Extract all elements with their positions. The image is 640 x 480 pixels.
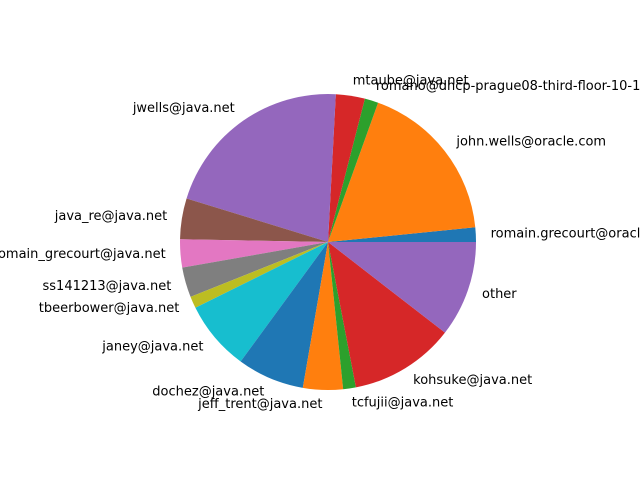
slice-label: janey@java.net [101,339,203,354]
slice-label: romano@dhcp-prague08-third-floor-10-163-… [376,79,640,94]
pie-slice [328,102,476,242]
slice-label: ss141213@java.net [43,279,172,294]
slice-label: john.wells@oracle.com [455,134,606,149]
pie-slice [328,227,476,242]
pie-slice [180,198,328,242]
pie-slice [240,242,328,388]
slice-label: mtaube@java.net [353,74,469,89]
slice-label: jwells@java.net [132,101,235,116]
pie-slice [180,239,328,268]
slice-label: romain_grecourt@java.net [0,247,166,262]
slice-label: java_re@java.net [54,209,168,224]
slice-label: other [482,287,517,302]
pie-slice [186,94,336,243]
slice-label: tbeerbower@java.net [39,301,180,316]
pie-slice [328,242,476,333]
pie-slice [328,94,365,243]
slice-label: romain.grecourt@oracle.com [491,226,640,241]
slice-label: jeff_trent@java.net [197,397,322,412]
pie-slice [190,242,328,308]
slice-label: dochez@java.net [152,384,264,399]
slice-label: tcfujii@java.net [352,396,454,411]
slice-label: kohsuke@java.net [413,373,532,388]
pie-slice [195,242,328,362]
pie-labels: romain.grecourt@oracle.com john.wells@ora… [0,74,640,413]
pie-slice [182,242,328,297]
pie-slice [328,98,379,242]
pie-slices [180,94,476,390]
pie-slice [328,242,356,390]
pie-slice [328,242,445,388]
pie-slice [302,242,344,390]
